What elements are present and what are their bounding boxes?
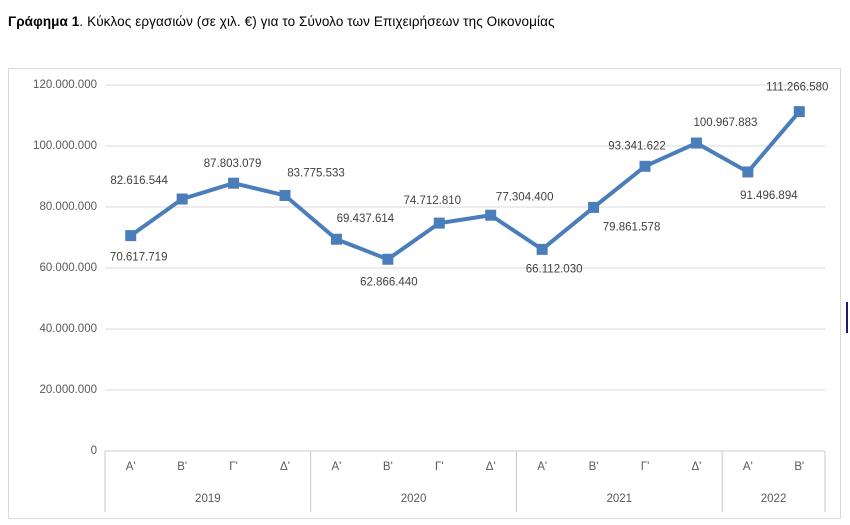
data-point-marker bbox=[588, 201, 600, 213]
y-axis-tick-label: 120.000.000 bbox=[33, 79, 97, 91]
quarter-tick-label: Γ' bbox=[229, 461, 238, 473]
quarter-tick-label: Γ' bbox=[435, 461, 444, 473]
data-label: 91.496.894 bbox=[740, 190, 798, 202]
data-point-marker bbox=[330, 233, 342, 245]
data-point-marker bbox=[228, 177, 240, 189]
quarter-tick-label: Α' bbox=[743, 461, 753, 473]
year-tick-label: 2019 bbox=[195, 493, 221, 505]
data-point-marker bbox=[125, 230, 137, 242]
y-axis-tick-label: 20.000.000 bbox=[39, 384, 97, 396]
y-axis-tick-label: 40.000.000 bbox=[39, 323, 97, 335]
quarter-tick-label: Α' bbox=[331, 461, 341, 473]
quarter-tick-label: Α' bbox=[537, 461, 547, 473]
chart-title-text: . Κύκλος εργασιών (σε χιλ. €) για το Σύν… bbox=[79, 14, 555, 29]
data-label: 79.861.578 bbox=[603, 221, 661, 233]
chart-figure-number: Γράφημα 1 bbox=[8, 14, 80, 29]
data-label: 93.341.622 bbox=[608, 140, 666, 152]
quarter-tick-label: Γ' bbox=[641, 461, 650, 473]
data-point-marker bbox=[536, 243, 548, 255]
data-label: 74.712.810 bbox=[404, 195, 462, 207]
data-label: 69.437.614 bbox=[337, 213, 395, 225]
y-axis-tick-label: 100.000.000 bbox=[33, 140, 97, 152]
page-title: Γράφημα 1. Κύκλος εργασιών (σε χιλ. €) γ… bbox=[8, 14, 838, 29]
quarter-tick-label: Β' bbox=[589, 461, 599, 473]
data-label: 70.617.719 bbox=[110, 252, 168, 264]
data-point-marker bbox=[176, 193, 188, 205]
quarter-tick-label: Β' bbox=[794, 461, 804, 473]
data-label: 100.967.883 bbox=[693, 117, 757, 129]
data-point-marker bbox=[382, 253, 394, 265]
data-point-marker bbox=[793, 106, 805, 118]
y-axis-tick-label: 0 bbox=[91, 445, 97, 457]
quarter-tick-label: Β' bbox=[383, 461, 393, 473]
data-point-marker bbox=[279, 189, 291, 201]
year-tick-label: 2021 bbox=[606, 493, 632, 505]
quarter-tick-label: Δ' bbox=[691, 461, 701, 473]
y-axis-tick-label: 80.000.000 bbox=[39, 201, 97, 213]
quarter-tick-label: Β' bbox=[177, 461, 187, 473]
quarter-tick-label: Δ' bbox=[486, 461, 496, 473]
year-tick-label: 2020 bbox=[401, 493, 427, 505]
quarter-tick-label: Δ' bbox=[280, 461, 290, 473]
data-label: 62.866.440 bbox=[360, 276, 418, 288]
data-point-marker bbox=[485, 209, 497, 221]
data-label: 82.616.544 bbox=[110, 175, 168, 187]
series-line bbox=[128, 109, 802, 262]
quarter-tick-label: Α' bbox=[126, 461, 136, 473]
data-point-marker bbox=[639, 160, 651, 172]
y-axis-tick-label: 60.000.000 bbox=[39, 262, 97, 274]
data-point-marker bbox=[690, 137, 702, 149]
year-tick-label: 2022 bbox=[761, 493, 787, 505]
scrollbar-thumb[interactable] bbox=[846, 302, 848, 333]
data-label: 83.775.533 bbox=[287, 168, 345, 180]
data-point-marker bbox=[433, 217, 445, 229]
data-label: 66.112.030 bbox=[526, 263, 583, 275]
data-point-marker bbox=[742, 166, 754, 178]
data-label: 87.803.079 bbox=[204, 158, 262, 170]
data-label: 77.304.400 bbox=[496, 191, 554, 203]
data-label: 111.266.580 bbox=[766, 82, 828, 94]
